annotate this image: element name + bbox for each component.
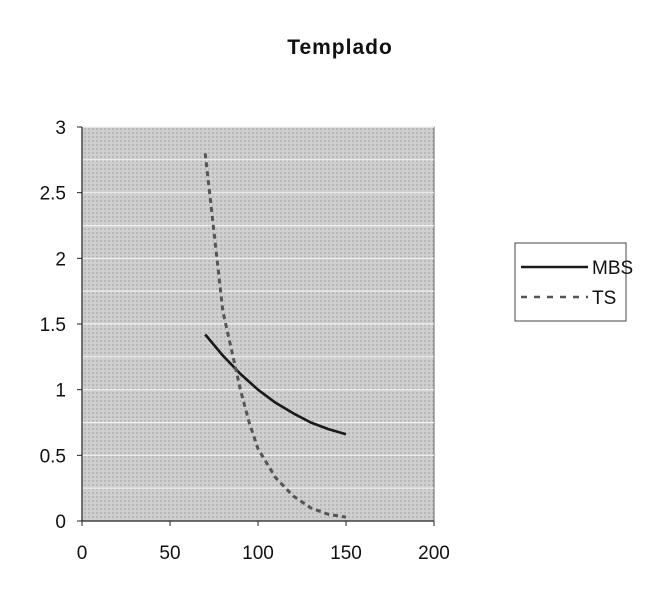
legend-label-mbs: MBS <box>592 258 633 279</box>
x-axis-ticks: 0 50 100 150 200 <box>77 521 450 564</box>
y-tick-label: 0.5 <box>40 446 66 467</box>
series-line-ts <box>203 153 347 519</box>
y-tick-label: 1 <box>55 381 66 402</box>
x-tick-label: 150 <box>330 543 362 564</box>
y-tick-label: 0 <box>55 512 66 533</box>
legend-box <box>514 242 627 322</box>
y-tick-label: 2 <box>55 249 66 270</box>
legend: MBS TS <box>514 242 633 322</box>
y-axis-ticks: 0 0.5 1 1.5 2 2.5 3 <box>40 118 82 533</box>
y-tick-label: 3 <box>55 118 66 139</box>
x-tick-label: 200 <box>418 543 450 564</box>
legend-label-ts: TS <box>592 288 616 309</box>
series-layer <box>203 153 347 519</box>
x-tick-label: 0 <box>77 543 88 564</box>
y-tick-label: 2.5 <box>40 184 66 205</box>
x-tick-label: 50 <box>159 543 180 564</box>
series-line-mbs <box>204 333 347 436</box>
chart-title: Templado <box>287 36 393 59</box>
y-tick-label: 1.5 <box>40 315 66 336</box>
x-tick-label: 100 <box>242 543 274 564</box>
